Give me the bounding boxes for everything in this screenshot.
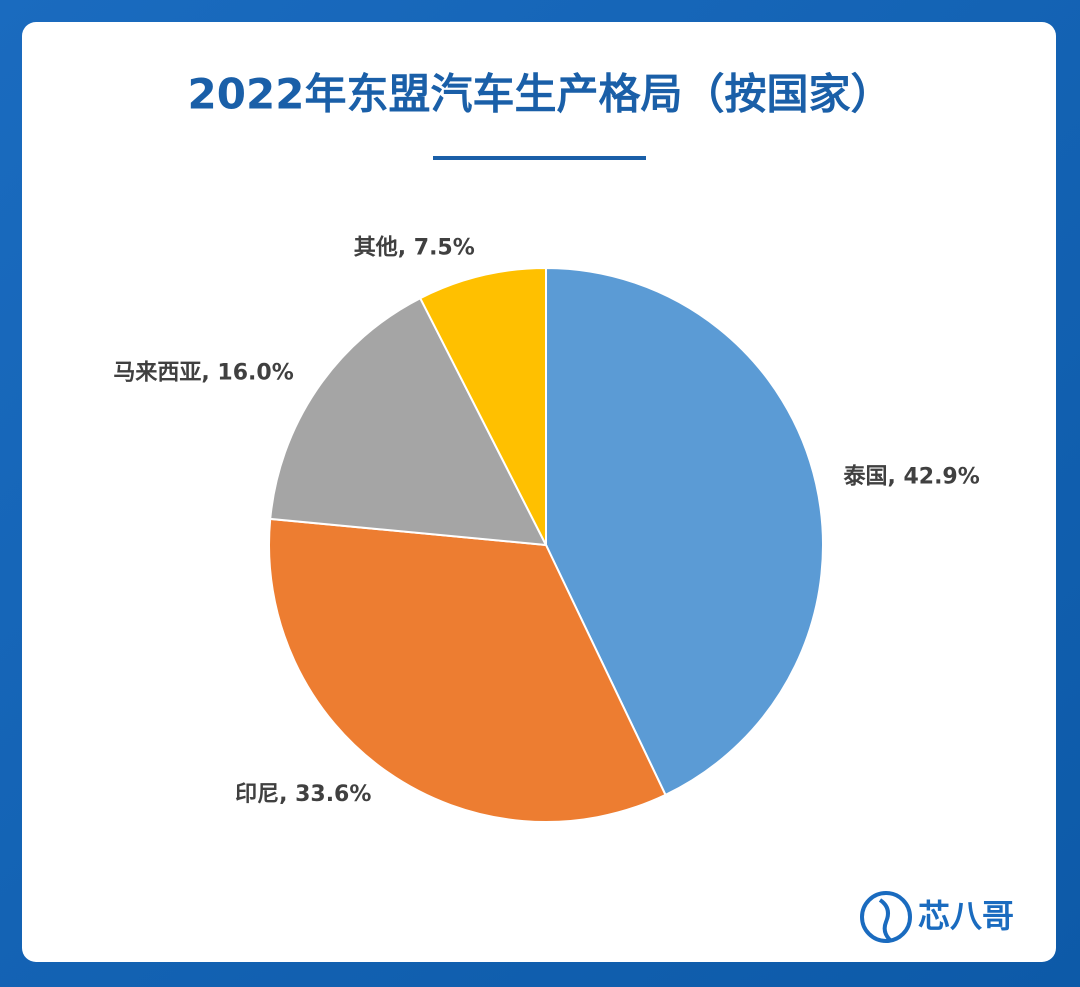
logo-bird xyxy=(878,898,892,942)
data-label: 泰国, 42.9% xyxy=(842,465,979,490)
title-underline xyxy=(433,156,646,160)
pie-slice xyxy=(418,266,547,546)
pie: 泰国, 42.9% 印尼, 33.6% 马来西亚, 16.0% 其他, 7.5% xyxy=(113,235,980,823)
data-label: 马来西亚, 16.0% xyxy=(113,361,293,386)
chart-title: 2022年东盟汽车生产格局（按国家） xyxy=(188,70,893,119)
pie-slice xyxy=(268,517,667,823)
data-label: 其他, 7.5% xyxy=(354,235,475,260)
logo-icon xyxy=(860,891,912,943)
brand-text: 芯八哥 xyxy=(918,897,1014,935)
pie-slice xyxy=(269,296,548,547)
brand-logo: 芯八哥 xyxy=(860,891,1014,943)
data-label: 印尼, 33.6% xyxy=(235,782,371,807)
pie-slice xyxy=(545,266,824,797)
